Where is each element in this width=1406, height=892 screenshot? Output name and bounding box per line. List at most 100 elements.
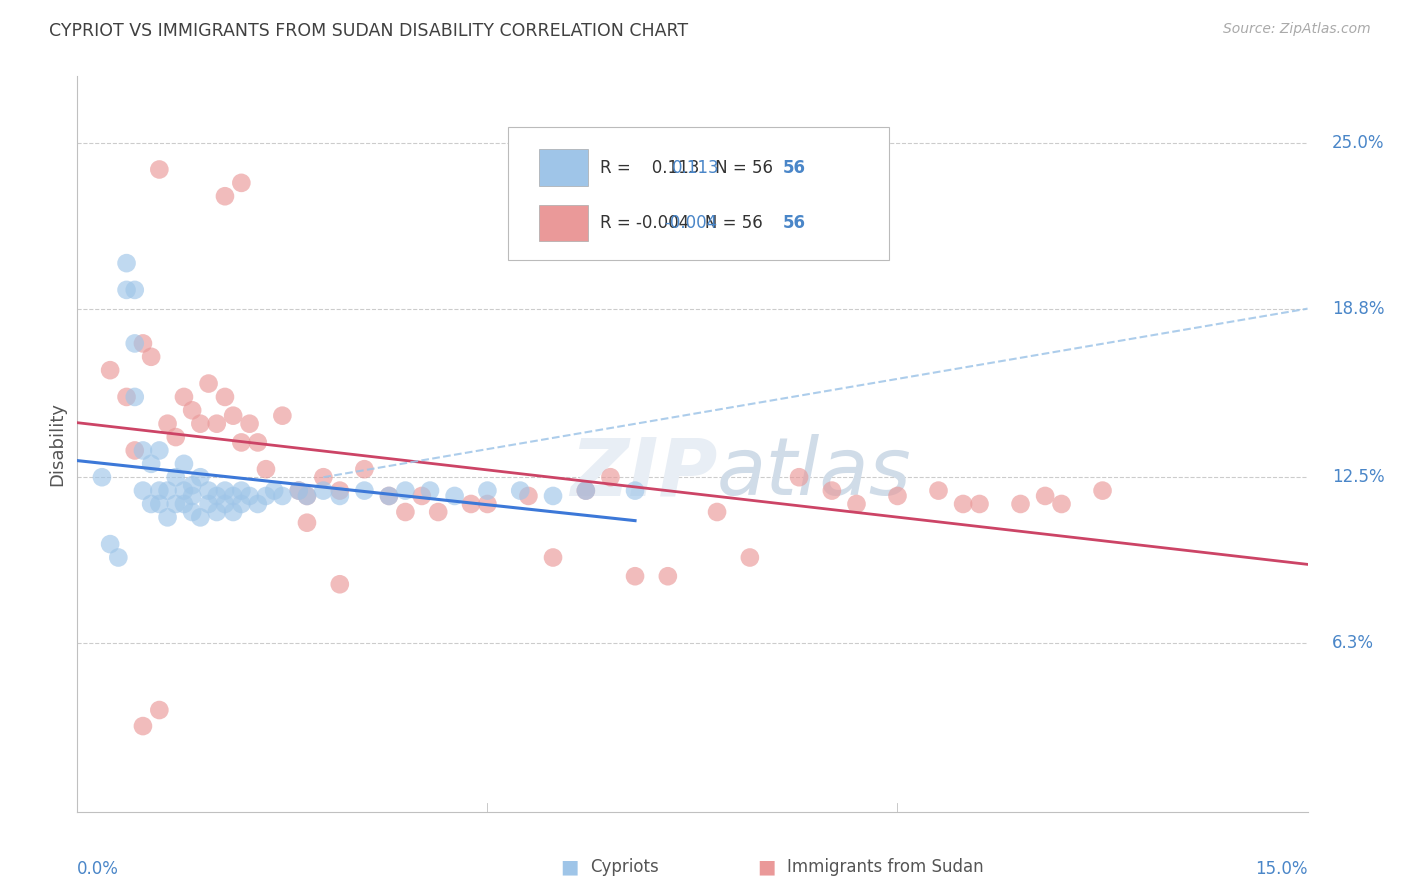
Point <box>295 516 318 530</box>
Point <box>706 505 728 519</box>
Point <box>214 189 236 203</box>
Point <box>188 510 212 524</box>
Point <box>886 489 908 503</box>
Text: 56: 56 <box>782 159 806 177</box>
Point <box>173 483 195 498</box>
Text: R =    0.113   N = 56: R = 0.113 N = 56 <box>600 159 773 177</box>
Text: 25.0%: 25.0% <box>1333 134 1385 152</box>
Point <box>141 457 163 471</box>
Point <box>288 483 311 498</box>
Point <box>124 390 146 404</box>
Point <box>156 483 179 498</box>
Point <box>378 489 401 503</box>
Point <box>254 462 277 476</box>
Y-axis label: Disability: Disability <box>48 401 66 486</box>
Point <box>222 505 245 519</box>
Point <box>124 283 146 297</box>
Point <box>98 363 121 377</box>
Point <box>148 443 170 458</box>
Point <box>90 470 114 484</box>
Point <box>969 497 991 511</box>
Text: atlas: atlas <box>717 434 912 512</box>
Point <box>353 462 375 476</box>
Text: -0.004: -0.004 <box>664 214 717 232</box>
Point <box>312 470 335 484</box>
Text: Cypriots: Cypriots <box>591 858 659 876</box>
Point <box>845 497 868 511</box>
Point <box>205 505 228 519</box>
Text: 18.8%: 18.8% <box>1333 300 1385 318</box>
Text: 56: 56 <box>782 214 806 232</box>
Point <box>787 470 810 484</box>
Point <box>427 505 450 519</box>
Point <box>624 483 647 498</box>
FancyBboxPatch shape <box>538 204 588 242</box>
Point <box>394 505 416 519</box>
Point <box>165 497 187 511</box>
Point <box>148 497 170 511</box>
Point <box>952 497 974 511</box>
Point <box>411 489 433 503</box>
Point <box>115 283 138 297</box>
Point <box>312 483 335 498</box>
Point <box>173 497 195 511</box>
Point <box>329 483 352 498</box>
Point <box>222 489 245 503</box>
Point <box>295 489 318 503</box>
Point <box>239 417 262 431</box>
Point <box>419 483 441 498</box>
FancyBboxPatch shape <box>508 128 890 260</box>
Point <box>738 550 761 565</box>
Text: CYPRIOT VS IMMIGRANTS FROM SUDAN DISABILITY CORRELATION CHART: CYPRIOT VS IMMIGRANTS FROM SUDAN DISABIL… <box>49 22 689 40</box>
Point <box>1091 483 1114 498</box>
Point <box>271 409 294 423</box>
Point <box>156 510 179 524</box>
Text: 0.0%: 0.0% <box>77 860 120 878</box>
Point <box>246 497 269 511</box>
Point <box>173 390 195 404</box>
Point <box>181 505 204 519</box>
Point <box>254 489 277 503</box>
Point <box>214 390 236 404</box>
Point <box>329 489 352 503</box>
Point <box>98 537 121 551</box>
Point <box>460 497 482 511</box>
Point <box>188 470 212 484</box>
Point <box>214 483 236 498</box>
Point <box>173 457 195 471</box>
Point <box>477 483 499 498</box>
Point <box>394 483 416 498</box>
Point <box>214 497 236 511</box>
Point <box>148 703 170 717</box>
Point <box>657 569 679 583</box>
Point <box>1050 497 1073 511</box>
Point <box>246 435 269 450</box>
Point <box>231 435 253 450</box>
Point <box>205 489 228 503</box>
Point <box>575 483 598 498</box>
FancyBboxPatch shape <box>538 149 588 186</box>
Point <box>115 390 138 404</box>
Text: 6.3%: 6.3% <box>1333 634 1374 652</box>
Point <box>517 489 540 503</box>
Text: Source: ZipAtlas.com: Source: ZipAtlas.com <box>1223 22 1371 37</box>
Point <box>132 443 155 458</box>
Point <box>205 417 228 431</box>
Text: R = -0.004   N = 56: R = -0.004 N = 56 <box>600 214 763 232</box>
Text: 12.5%: 12.5% <box>1333 468 1385 486</box>
Point <box>271 489 294 503</box>
Point <box>541 550 564 565</box>
Point <box>477 497 499 511</box>
Text: ■: ■ <box>756 857 776 877</box>
Point <box>107 550 129 565</box>
Point <box>239 489 262 503</box>
Point <box>222 409 245 423</box>
Text: 15.0%: 15.0% <box>1256 860 1308 878</box>
Point <box>575 483 598 498</box>
Point <box>148 483 170 498</box>
Point <box>329 577 352 591</box>
Point <box>231 176 253 190</box>
Point <box>197 376 219 391</box>
Point <box>624 569 647 583</box>
Point <box>141 350 163 364</box>
